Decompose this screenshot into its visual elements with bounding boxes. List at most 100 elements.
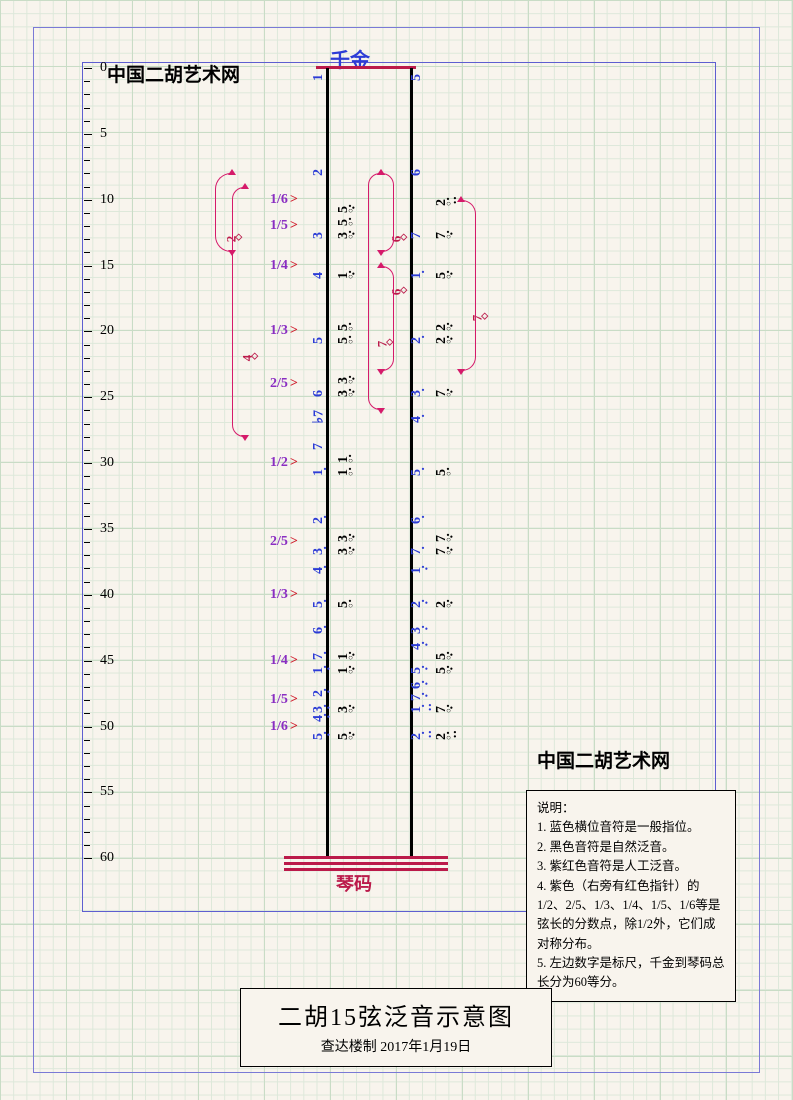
ruler-tick [84,476,90,477]
ruler-tick [84,292,90,293]
title-box: 二胡15弦泛音示意图 查达楼制 2017年1月19日 [240,988,552,1067]
inner-black-note: 1·○ [336,653,352,660]
inner-black-note: 1·○ [336,272,352,279]
ruler-tick [84,397,92,398]
ruler-tick [84,779,90,780]
ruler-tick [84,187,90,188]
inner-blue-note: 6 [311,390,327,397]
ruler-tick [84,555,90,556]
ruler-tick [84,108,90,109]
ruler-tick [84,226,90,227]
ruler-tick [84,766,90,767]
inner-blue-note: ♭7 [311,410,328,424]
ruler-tick [84,213,90,214]
outer-blue-note: 1· [409,567,425,574]
outer-black-note: 2·○ [434,601,450,608]
ruler-tick [84,647,90,648]
bracket [215,173,231,252]
ruler-tick [84,371,90,372]
ruler-tick [84,529,92,530]
outer-blue-note: 2 [409,337,425,344]
fraction-label: 1/4> [270,258,298,274]
ruler-tick [84,160,90,161]
outer-black-note: 5·○ [434,272,450,279]
ruler-label: 5 [100,126,749,142]
inner-blue-note: 2 [311,517,327,524]
ruler-tick [84,200,92,201]
inner-blue-note: 6 [311,627,327,634]
outer-blue-note: 3 [409,390,425,397]
inner-blue-note: 1 [311,469,327,476]
inner-blue-note: 4· [311,715,327,722]
inner-black-note: 5·○ [336,733,352,740]
ruler-tick [84,410,90,411]
fraction-label: 1/5> [270,692,298,708]
legend-line: 5. 左边数字是标尺，千金到琴码总长分为60等分。 [537,954,725,993]
outer-black-note: 7·○ [434,390,450,397]
inner-blue-note: 5 [311,337,327,344]
ruler-tick [84,345,90,346]
outer-black-note: 5·○ [434,653,450,660]
outer-blue-note: 6 [409,169,425,176]
ruler-tick [84,450,90,451]
outer-black-note: 7·○ [434,232,450,239]
ruler-tick [84,94,90,95]
inner-blue-note: 4 [311,272,327,279]
outer-blue-note: 6 [409,517,425,524]
bracket [462,200,476,371]
ruler-tick [84,384,90,385]
fraction-label: 1/6> [270,719,298,735]
outer-blue-note: 4· [409,643,425,650]
ruler-tick [84,542,90,543]
ruler-tick [84,819,90,820]
ruler-tick [84,252,90,253]
inner-blue-note: 3 [311,232,327,239]
ruler-tick [84,595,92,596]
inner-black-note: 5○ [336,337,352,344]
inner-blue-note: 5 [311,601,327,608]
ruler-tick [84,713,90,714]
bracket [232,187,244,437]
ruler-tick [84,424,90,425]
outer-blue-note: 5 [409,74,425,81]
ruler-tick [84,740,90,741]
qinma-label: 琴码 [336,870,372,896]
ruler-tick [84,727,92,728]
inner-blue-note: 7 [311,443,327,450]
ruler-tick [84,68,92,69]
fraction-label: 2/5> [270,534,298,550]
ruler-tick [84,437,90,438]
outer-blue-note: 1 [409,272,425,279]
ruler-tick [84,121,90,122]
ruler-tick [84,305,90,306]
ruler-tick [84,806,90,807]
outer-black-note: 2·○ [434,337,450,344]
ruler-tick [84,279,90,280]
fraction-label: 1/6> [270,192,298,208]
fraction-label: 1/3> [270,323,298,339]
ruler-tick [84,792,92,793]
fraction-label: 1/5> [270,218,298,234]
inner-black-note: 1·○ [336,667,352,674]
inner-black-note: 3·○ [336,706,352,713]
inner-blue-note: 1 [311,74,327,81]
outer-black-note: 7·○ [434,706,450,713]
ruler-tick [84,331,92,332]
ruler-tick [84,687,90,688]
legend-box: 说明： 1. 蓝色横位音符是一般指位。 2. 黑色音符是自然泛音。 3. 紫红色… [526,790,736,1002]
ruler-tick [84,516,90,517]
ruler-tick [84,81,90,82]
inner-black-note: 3·○ [336,390,352,397]
title-main: 二胡15弦泛音示意图 [253,997,539,1032]
ruler-tick [84,700,90,701]
ruler-tick [84,147,90,148]
ruler-tick [84,582,90,583]
ruler-label: 10 [100,192,749,208]
ruler-tick [84,608,90,609]
ruler-tick [84,832,90,833]
outer-black-note: 2:○ [434,199,450,206]
ruler-tick [84,463,92,464]
ruler-tick [84,621,90,622]
ruler-tick [84,489,90,490]
ruler-tick [84,661,92,662]
